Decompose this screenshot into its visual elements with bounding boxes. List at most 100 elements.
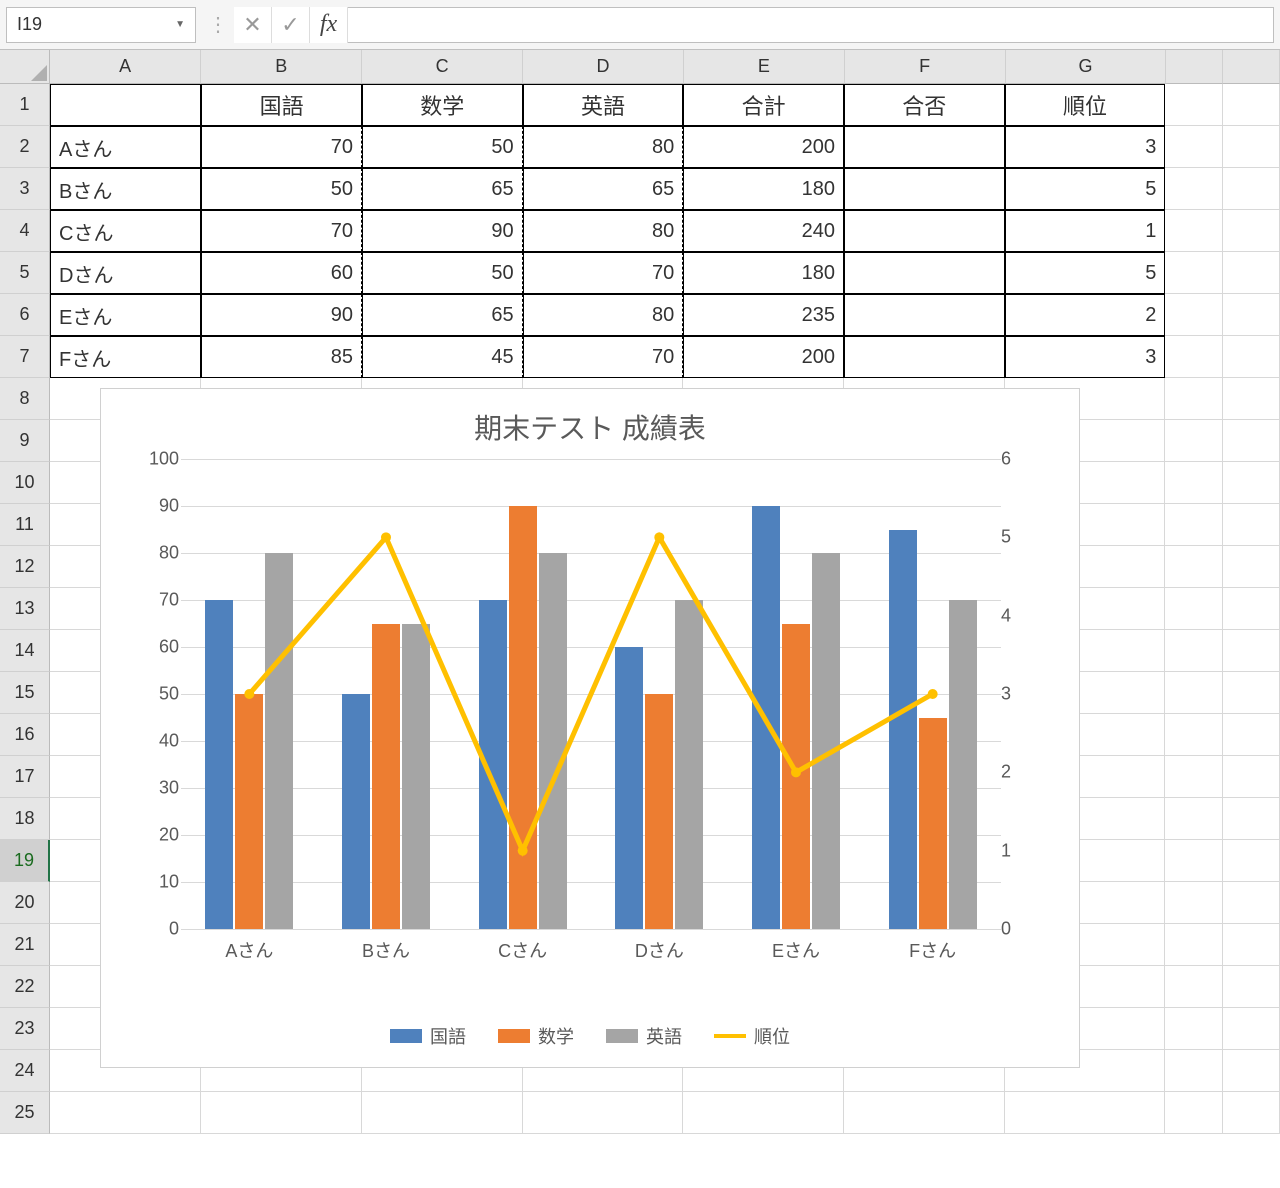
row-header[interactable]: 17: [0, 756, 50, 798]
select-all-corner[interactable]: [0, 50, 50, 84]
cell[interactable]: [1165, 1050, 1222, 1092]
row-header[interactable]: 3: [0, 168, 50, 210]
row-header[interactable]: 23: [0, 1008, 50, 1050]
cell[interactable]: 180: [683, 168, 844, 210]
cell[interactable]: Fさん: [50, 336, 201, 378]
cell[interactable]: [1223, 630, 1280, 672]
cell[interactable]: [1165, 252, 1222, 294]
cell[interactable]: [1223, 756, 1280, 798]
cell[interactable]: 70: [523, 336, 684, 378]
cell[interactable]: [1223, 882, 1280, 924]
cell[interactable]: [844, 336, 1005, 378]
cell[interactable]: 5: [1005, 168, 1166, 210]
cell[interactable]: 3: [1005, 126, 1166, 168]
row-header[interactable]: 20: [0, 882, 50, 924]
cell[interactable]: 国語: [201, 84, 362, 126]
row-header[interactable]: 19: [0, 840, 50, 882]
column-header[interactable]: B: [201, 50, 362, 84]
row-header[interactable]: 21: [0, 924, 50, 966]
cell[interactable]: 合否: [844, 84, 1005, 126]
cell[interactable]: [523, 1092, 684, 1134]
row-header[interactable]: 16: [0, 714, 50, 756]
cell[interactable]: [1165, 924, 1222, 966]
cell[interactable]: [1165, 630, 1222, 672]
cell[interactable]: [1165, 966, 1222, 1008]
cell[interactable]: [1165, 294, 1222, 336]
chart[interactable]: 期末テスト 成績表01020304050607080901000123456Aさ…: [100, 388, 1080, 1068]
cell[interactable]: [1223, 714, 1280, 756]
cell[interactable]: [50, 84, 201, 126]
cell[interactable]: 5: [1005, 252, 1166, 294]
row-header[interactable]: 18: [0, 798, 50, 840]
cell[interactable]: [844, 1092, 1005, 1134]
cell[interactable]: 数学: [362, 84, 523, 126]
name-box-dropdown-icon[interactable]: ▼: [175, 19, 185, 30]
cell[interactable]: [1165, 546, 1222, 588]
cell[interactable]: [844, 252, 1005, 294]
cell[interactable]: Cさん: [50, 210, 201, 252]
cell[interactable]: 50: [362, 126, 523, 168]
row-header[interactable]: 9: [0, 420, 50, 462]
cell[interactable]: 240: [683, 210, 844, 252]
row-header[interactable]: 12: [0, 546, 50, 588]
cell[interactable]: [844, 168, 1005, 210]
cell[interactable]: 60: [201, 252, 362, 294]
cell[interactable]: [1223, 672, 1280, 714]
cell[interactable]: 70: [201, 210, 362, 252]
cell[interactable]: 235: [683, 294, 844, 336]
row-header[interactable]: 11: [0, 504, 50, 546]
cell[interactable]: [1223, 1092, 1280, 1134]
cell[interactable]: 合計: [683, 84, 844, 126]
column-header[interactable]: [1223, 50, 1280, 84]
cell[interactable]: 80: [523, 126, 684, 168]
row-header[interactable]: 5: [0, 252, 50, 294]
cell[interactable]: [1223, 420, 1280, 462]
cell[interactable]: [1223, 210, 1280, 252]
cell[interactable]: 90: [201, 294, 362, 336]
row-header[interactable]: 15: [0, 672, 50, 714]
cell[interactable]: [1223, 798, 1280, 840]
cell[interactable]: [1165, 882, 1222, 924]
cell[interactable]: [1005, 1092, 1166, 1134]
cell[interactable]: 90: [362, 210, 523, 252]
cell[interactable]: [1165, 672, 1222, 714]
cell[interactable]: [1223, 504, 1280, 546]
cell[interactable]: 200: [683, 126, 844, 168]
cell[interactable]: 英語: [523, 84, 684, 126]
row-header[interactable]: 2: [0, 126, 50, 168]
cell[interactable]: [1165, 210, 1222, 252]
cell[interactable]: [1165, 840, 1222, 882]
formula-input[interactable]: [348, 7, 1274, 43]
cell[interactable]: [1223, 462, 1280, 504]
cell[interactable]: [1165, 1092, 1222, 1134]
column-header[interactable]: A: [50, 50, 201, 84]
cell[interactable]: [1223, 336, 1280, 378]
cell[interactable]: 80: [523, 210, 684, 252]
cell[interactable]: [1223, 1008, 1280, 1050]
cell[interactable]: [1223, 546, 1280, 588]
row-header[interactable]: 13: [0, 588, 50, 630]
cell[interactable]: [1223, 84, 1280, 126]
cell[interactable]: 65: [523, 168, 684, 210]
cell[interactable]: [50, 1092, 201, 1134]
name-box[interactable]: I19 ▼: [6, 7, 196, 43]
cell[interactable]: 65: [362, 294, 523, 336]
cell[interactable]: 3: [1005, 336, 1166, 378]
row-header[interactable]: 24: [0, 1050, 50, 1092]
cell[interactable]: [1223, 840, 1280, 882]
cell[interactable]: Dさん: [50, 252, 201, 294]
row-header[interactable]: 14: [0, 630, 50, 672]
cell[interactable]: [1165, 1008, 1222, 1050]
cell[interactable]: 70: [523, 252, 684, 294]
cell[interactable]: Eさん: [50, 294, 201, 336]
row-header[interactable]: 8: [0, 378, 50, 420]
cell[interactable]: [1165, 798, 1222, 840]
column-header[interactable]: E: [684, 50, 845, 84]
cell[interactable]: [1223, 168, 1280, 210]
row-header[interactable]: 4: [0, 210, 50, 252]
cell[interactable]: [844, 126, 1005, 168]
cell[interactable]: [1165, 714, 1222, 756]
cell[interactable]: [1223, 966, 1280, 1008]
cell[interactable]: [1223, 252, 1280, 294]
cell[interactable]: [1223, 588, 1280, 630]
